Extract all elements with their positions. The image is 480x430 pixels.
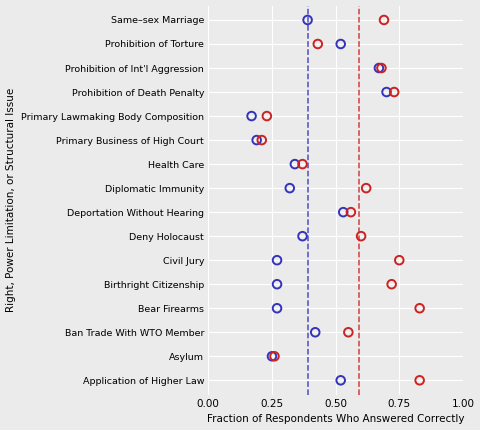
Point <box>383 89 390 95</box>
Point <box>416 305 423 312</box>
Point <box>268 353 276 360</box>
Point <box>299 233 306 240</box>
Point <box>314 40 322 47</box>
Point <box>375 64 383 71</box>
Point <box>362 185 370 192</box>
Point <box>271 353 278 360</box>
Point <box>347 209 355 215</box>
Point <box>312 329 319 336</box>
X-axis label: Fraction of Respondents Who Answered Correctly: Fraction of Respondents Who Answered Cor… <box>207 415 464 424</box>
Point <box>253 137 261 144</box>
Point <box>304 16 312 23</box>
Point <box>357 233 365 240</box>
Point <box>273 305 281 312</box>
Point <box>339 209 347 215</box>
Point <box>263 113 271 120</box>
Point <box>273 281 281 288</box>
Point <box>299 161 306 168</box>
Point <box>378 64 385 71</box>
Point <box>345 329 352 336</box>
Point <box>258 137 265 144</box>
Point <box>416 377 423 384</box>
Point <box>388 281 396 288</box>
Point <box>291 161 299 168</box>
Point <box>337 40 345 47</box>
Point <box>286 185 294 192</box>
Point <box>273 257 281 264</box>
Y-axis label: Right, Power Limitation, or Structural Issue: Right, Power Limitation, or Structural I… <box>6 88 15 312</box>
Point <box>390 89 398 95</box>
Point <box>396 257 403 264</box>
Point <box>337 377 345 384</box>
Point <box>248 113 255 120</box>
Point <box>380 16 388 23</box>
